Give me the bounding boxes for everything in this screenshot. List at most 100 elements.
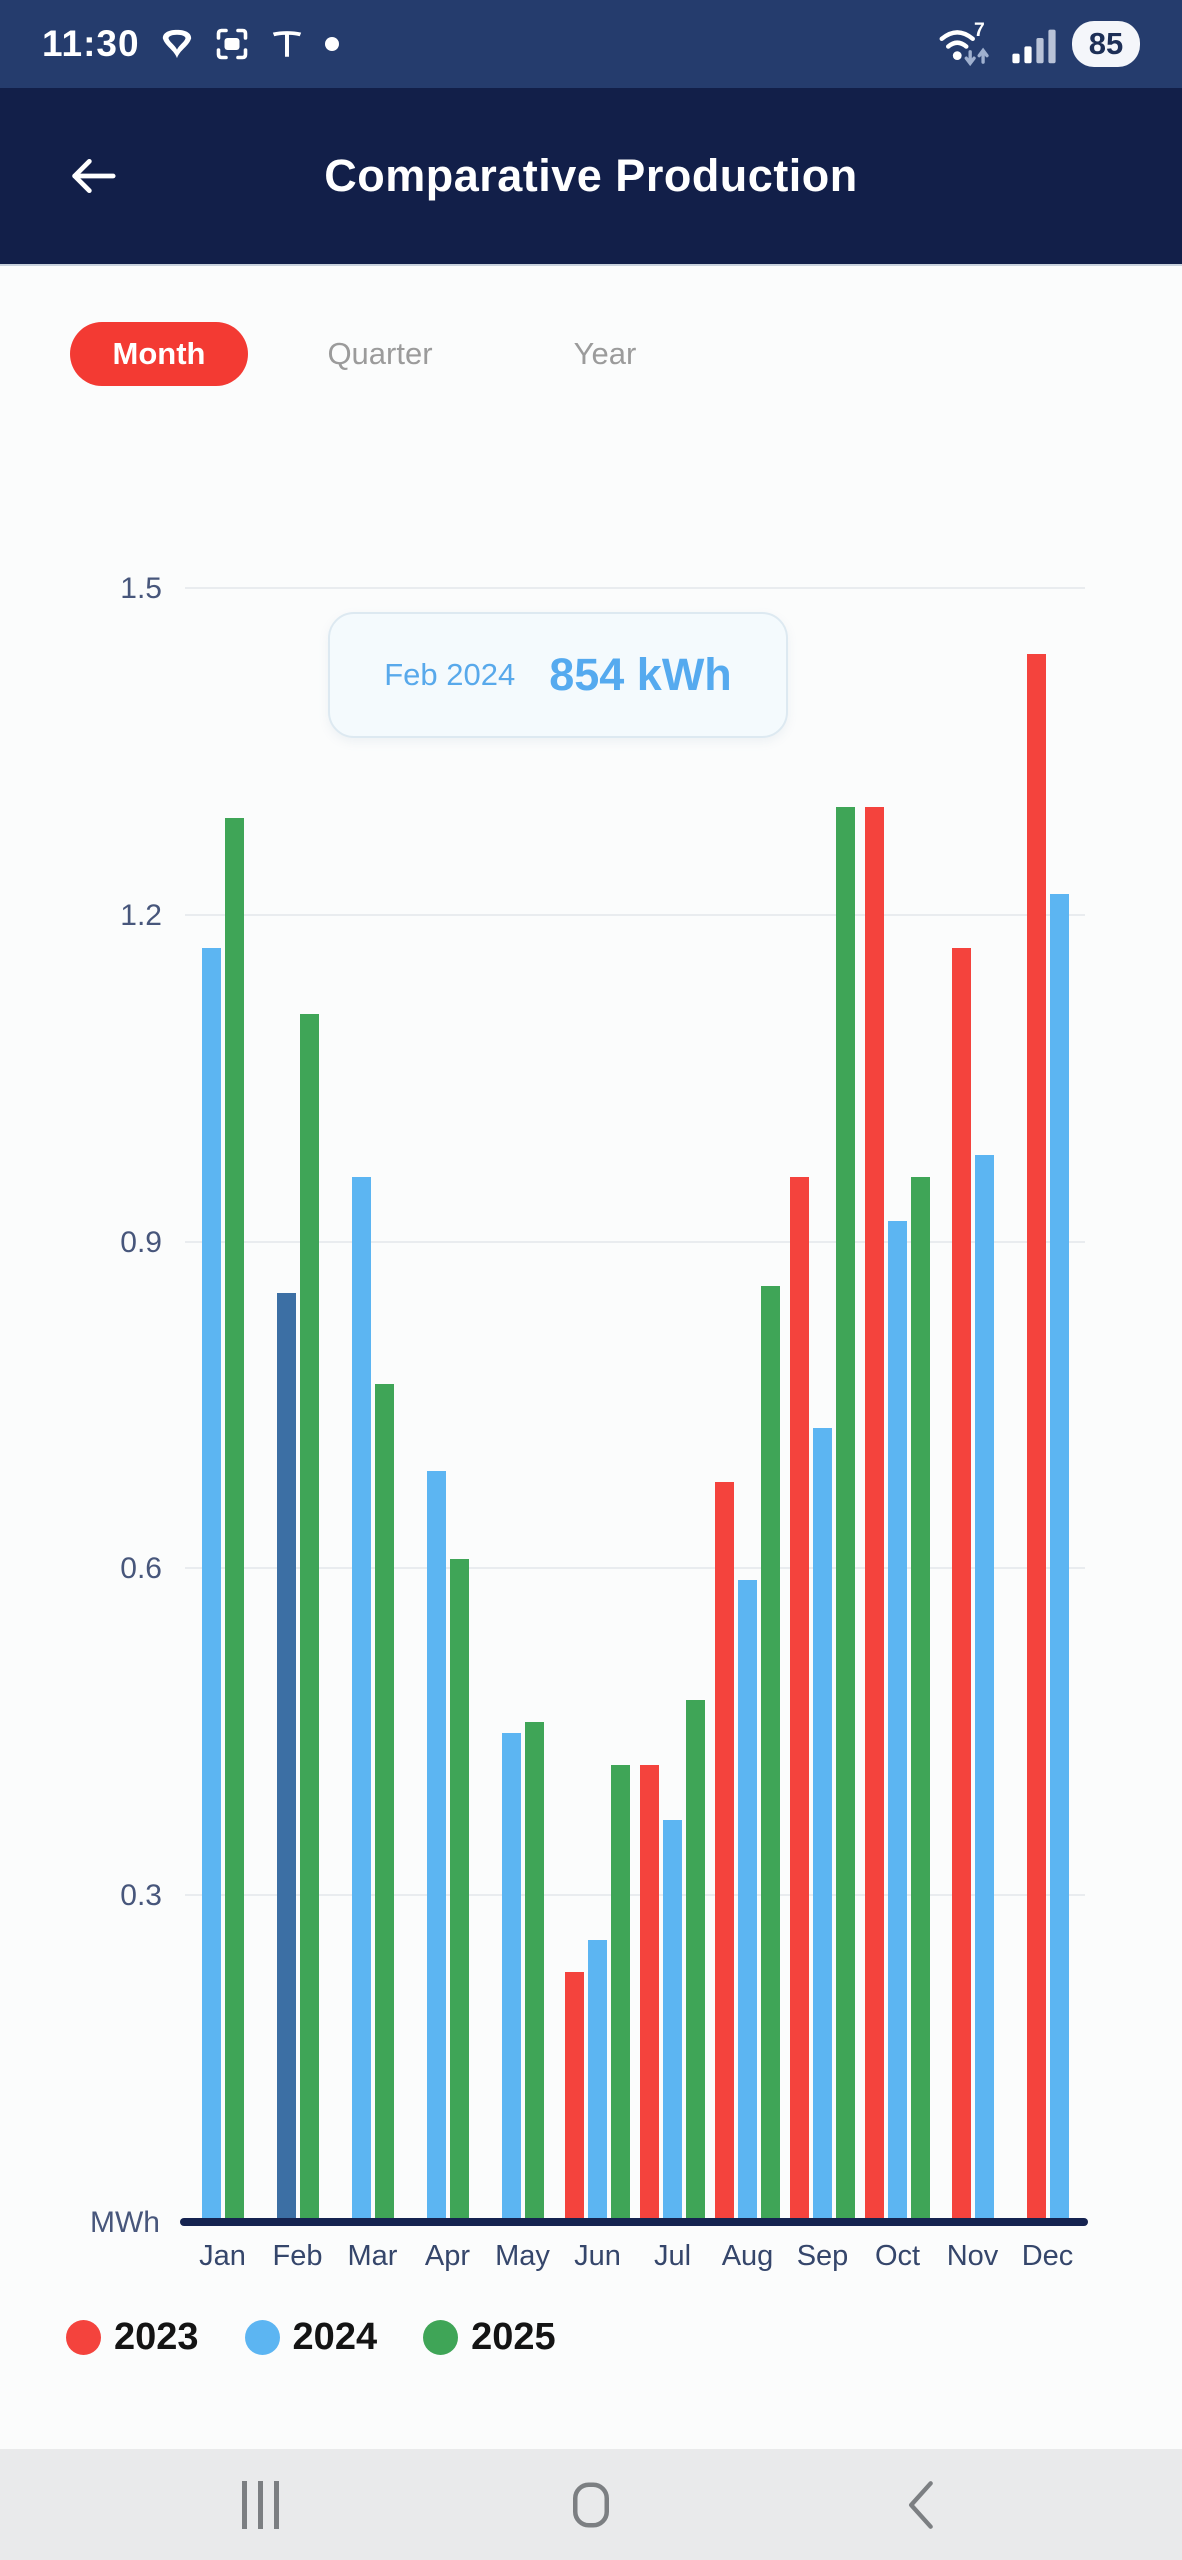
bar-2024-jan[interactable]: [201, 948, 221, 2223]
x-label-feb: Feb: [272, 2240, 323, 2272]
home-icon[interactable]: [546, 2460, 636, 2550]
x-label-sep: Sep: [796, 2240, 849, 2272]
bar-2025-jul[interactable]: [686, 1700, 705, 2223]
bar-2025-jan[interactable]: [224, 817, 244, 2223]
bar-2023-aug[interactable]: [715, 1482, 734, 2223]
bar-2023-nov[interactable]: [951, 948, 971, 2223]
bar-2024-feb[interactable]: [276, 1292, 296, 2223]
month-column-jul: [635, 589, 710, 2223]
month-column-dec: [1010, 589, 1085, 2223]
tesla-icon: [270, 26, 304, 62]
bar-2023-sep[interactable]: [790, 1177, 809, 2223]
month-column-jun: [560, 589, 635, 2223]
back-arrow-button[interactable]: [58, 141, 128, 211]
wifi-icon: 7: [934, 18, 996, 70]
bar-2025-feb[interactable]: [299, 1013, 319, 2223]
y-axis-unit-label: MWh: [90, 2206, 160, 2239]
month-column-oct: [860, 589, 935, 2223]
back-icon[interactable]: [877, 2460, 967, 2550]
x-label-mar: Mar: [347, 2240, 398, 2272]
battery-indicator: 85: [1072, 21, 1140, 67]
legend-item-2025[interactable]: 2025: [423, 2316, 556, 2359]
legend-dot-2025: [423, 2320, 459, 2355]
cellular-signal-icon: [1010, 22, 1058, 66]
bar-2024-aug[interactable]: [738, 1580, 757, 2223]
recents-icon[interactable]: [215, 2460, 305, 2550]
gridline-0.6: [185, 1567, 1085, 1570]
chart-legend: 2023 2024 2025: [66, 2316, 556, 2359]
bar-2025-oct[interactable]: [911, 1177, 930, 2223]
month-column-apr: [410, 589, 485, 2223]
bar-2024-jun[interactable]: [588, 1939, 607, 2223]
x-label-aug: Aug: [721, 2240, 774, 2272]
gridline-1.5: [185, 587, 1085, 589]
legend-dot-2023: [66, 2320, 101, 2355]
tooltip-period: Feb 2024: [384, 657, 516, 692]
screen-capture-icon: [214, 26, 250, 62]
gridline-1.2: [185, 913, 1085, 916]
y-tick-label: 1.2: [120, 898, 162, 932]
vpn-icon: [160, 26, 194, 62]
y-tick-label: 0.3: [120, 1879, 162, 1913]
y-tick-label: 0.6: [120, 1552, 162, 1586]
bar-2024-mar[interactable]: [351, 1177, 371, 2223]
bar-2023-dec[interactable]: [1026, 654, 1046, 2223]
bar-2025-aug[interactable]: [761, 1286, 780, 2223]
tab-year[interactable]: Year: [573, 336, 637, 371]
bar-2023-jun[interactable]: [565, 1972, 584, 2223]
month-column-nov: [935, 589, 1010, 2223]
svg-text:7: 7: [974, 19, 985, 41]
x-label-apr: Apr: [424, 2240, 471, 2272]
month-column-sep: [785, 589, 860, 2223]
plot-area: [185, 587, 1085, 2223]
bar-2023-oct[interactable]: [865, 806, 884, 2223]
month-column-feb: [260, 589, 335, 2223]
x-label-oct: Oct: [874, 2240, 921, 2272]
bar-2024-oct[interactable]: [888, 1220, 907, 2223]
bar-2024-may[interactable]: [501, 1732, 521, 2223]
y-axis: 0.3 0.6 0.9 1.2 1.5: [0, 572, 162, 2223]
x-axis-labels: Jan Feb Mar Apr May Jun Jul Aug Sep Oct Nov Dec: [185, 2240, 1085, 2273]
legend-label: 2023: [114, 2316, 199, 2358]
tooltip-value: 854 kWh: [549, 649, 732, 700]
notification-dot: [324, 36, 340, 52]
x-label-may: May: [495, 2240, 550, 2272]
bar-2025-may[interactable]: [524, 1721, 544, 2223]
x-label-jun: Jun: [574, 2240, 621, 2272]
month-column-mar: [335, 589, 410, 2223]
system-nav-bar: [0, 2449, 1182, 2560]
legend-item-2023[interactable]: 2023: [66, 2316, 199, 2359]
tab-quarter[interactable]: Quarter: [327, 336, 433, 371]
status-bar: 11:30: [0, 0, 1182, 88]
bar-2024-dec[interactable]: [1049, 894, 1069, 2223]
gridline-0.3: [185, 1894, 1085, 1897]
app-header: Comparative Production: [0, 88, 1182, 266]
legend-dot-2024: [244, 2320, 280, 2355]
bar-2025-apr[interactable]: [449, 1558, 469, 2223]
legend-label: 2024: [292, 2316, 378, 2358]
bar-2025-sep[interactable]: [836, 806, 855, 2223]
battery-percent: 85: [1088, 26, 1124, 61]
bar-2024-nov[interactable]: [974, 1155, 994, 2223]
x-axis-baseline: [180, 2218, 1088, 2226]
x-label-jan: Jan: [199, 2240, 246, 2272]
month-column-aug: [710, 589, 785, 2223]
month-column-may: [485, 589, 560, 2223]
bar-2024-jul[interactable]: [663, 1819, 682, 2223]
y-tick-label: 1.5: [120, 572, 162, 605]
x-label-jul: Jul: [653, 2240, 692, 2272]
legend-label: 2025: [471, 2316, 556, 2358]
page-title: Comparative Production: [324, 150, 858, 201]
tab-month[interactable]: Month: [70, 322, 248, 386]
clock: 11:30: [42, 23, 140, 64]
bar-2024-apr[interactable]: [426, 1471, 446, 2223]
bar-2023-jul[interactable]: [640, 1765, 659, 2223]
month-column-jan: [185, 589, 260, 2223]
legend-item-2024[interactable]: 2024: [244, 2316, 378, 2359]
x-label-dec: Dec: [1021, 2240, 1074, 2272]
gridline-0.9: [185, 1240, 1085, 1243]
bar-2024-sep[interactable]: [813, 1427, 832, 2223]
bar-2025-jun[interactable]: [611, 1765, 630, 2223]
x-label-nov: Nov: [946, 2240, 999, 2272]
bar-2025-mar[interactable]: [374, 1384, 394, 2223]
